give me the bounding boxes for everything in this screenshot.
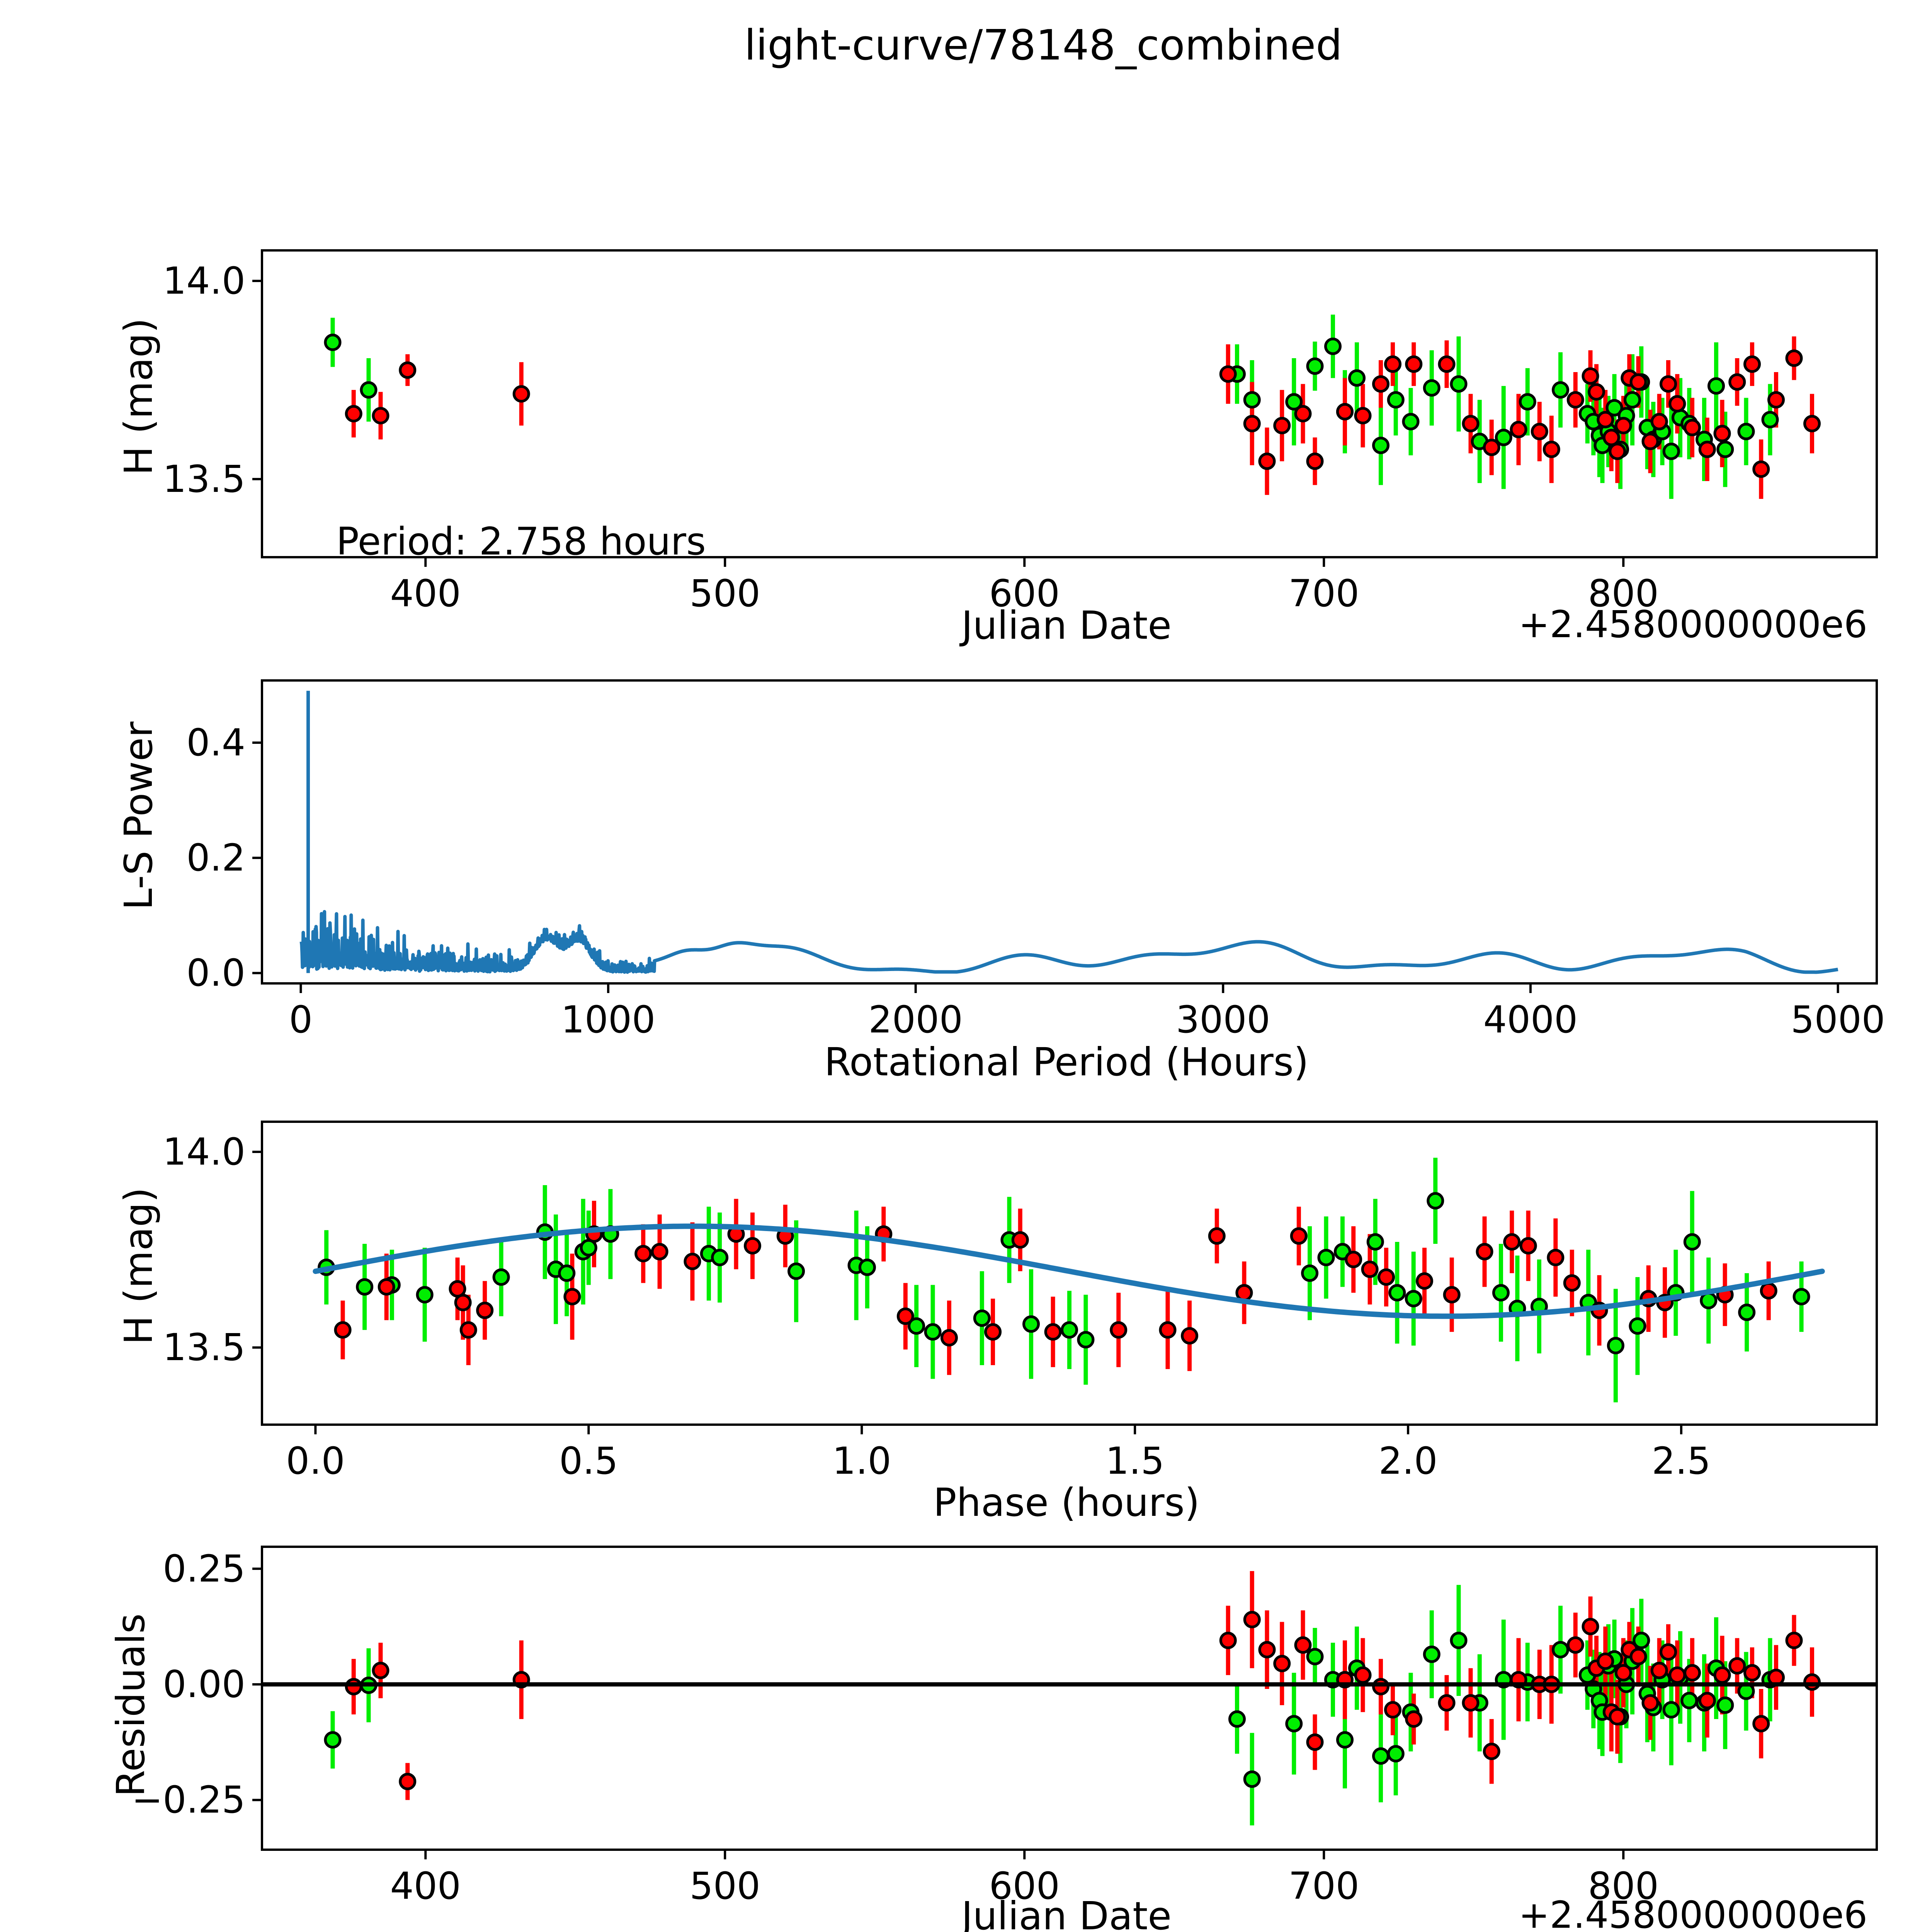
x-tick-label: 1.5 bbox=[1105, 1439, 1165, 1483]
figure-title: light-curve/78148_combined bbox=[744, 21, 1342, 70]
x-tick-label: 500 bbox=[689, 1864, 760, 1908]
y-tick-label: 0.0 bbox=[186, 951, 245, 995]
x-tick-label: 500 bbox=[689, 572, 760, 615]
x-tick-label: 5000 bbox=[1791, 998, 1885, 1041]
x-tick-label: 800 bbox=[1588, 572, 1659, 615]
panel-lightcurve bbox=[252, 249, 1878, 567]
x-tick-label: 3000 bbox=[1176, 998, 1270, 1041]
x-tick-label: 800 bbox=[1588, 1864, 1659, 1908]
x-tick-label: 2.0 bbox=[1378, 1439, 1438, 1483]
y-tick-label: 13.5 bbox=[163, 1326, 245, 1369]
y-tick-label: 0.2 bbox=[186, 836, 245, 880]
x-tick-label: 2000 bbox=[868, 998, 963, 1041]
y-tick-label: −0.25 bbox=[131, 1778, 245, 1822]
x-tick-label: 400 bbox=[390, 1864, 461, 1908]
y-tick-label: 0.00 bbox=[163, 1663, 245, 1706]
x-tick-label: 2.5 bbox=[1651, 1439, 1711, 1483]
panel-lightcurve-ylabel: H (mag) bbox=[116, 318, 161, 475]
panel-residuals-xlabel: Julian Date bbox=[961, 1893, 1172, 1932]
x-tick-label: 1.0 bbox=[832, 1439, 891, 1483]
y-tick-label: 0.25 bbox=[163, 1547, 245, 1590]
x-tick-label: 0.0 bbox=[286, 1439, 345, 1483]
panel-residuals-plot bbox=[252, 1567, 1878, 1859]
panel-periodogram-frame bbox=[261, 679, 1878, 985]
period-annotation: Period: 2.758 hours bbox=[336, 520, 706, 564]
panel-phase-folded-xlabel: Phase (hours) bbox=[933, 1480, 1200, 1525]
panel-lightcurve-plot bbox=[252, 280, 1821, 567]
x-tick-label: 400 bbox=[390, 572, 461, 615]
panel-phase-folded-ylabel: H (mag) bbox=[116, 1187, 161, 1345]
x-tick-label: 1000 bbox=[561, 998, 656, 1041]
panel-phase-folded-plot bbox=[252, 1151, 1825, 1434]
x-tick-label: 600 bbox=[989, 572, 1060, 615]
panel-lightcurve-offset-label: +2.4580000000e6 bbox=[1519, 603, 1867, 646]
y-tick-label: 14.0 bbox=[163, 1130, 245, 1174]
x-tick-label: 600 bbox=[989, 1864, 1060, 1908]
y-tick-label: 14.0 bbox=[163, 259, 245, 303]
panel-periodogram bbox=[252, 679, 1878, 993]
x-tick-label: 0.5 bbox=[559, 1439, 618, 1483]
x-tick-label: 700 bbox=[1288, 572, 1359, 615]
panel-residuals-frame bbox=[261, 1546, 1878, 1851]
panel-residuals bbox=[252, 1546, 1878, 1859]
x-tick-label: 700 bbox=[1288, 1864, 1359, 1908]
panel-phase-folded bbox=[252, 1121, 1878, 1434]
x-tick-label: 0 bbox=[289, 998, 313, 1041]
y-tick-label: 13.5 bbox=[163, 457, 245, 501]
x-tick-label: 4000 bbox=[1483, 998, 1578, 1041]
panel-lightcurve-xlabel: Julian Date bbox=[961, 603, 1172, 648]
y-tick-label: 0.4 bbox=[186, 721, 245, 764]
panel-periodogram-plot bbox=[252, 690, 1840, 993]
panel-residuals-offset-label: +2.4580000000e6 bbox=[1519, 1893, 1867, 1932]
panel-periodogram-xlabel: Rotational Period (Hours) bbox=[824, 1039, 1309, 1085]
